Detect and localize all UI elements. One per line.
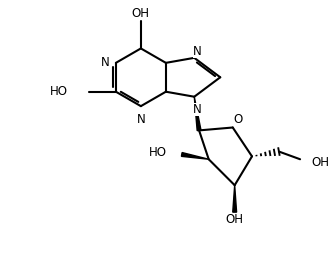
Text: HO: HO: [50, 85, 68, 98]
Polygon shape: [181, 153, 209, 159]
Text: N: N: [193, 45, 202, 58]
Text: N: N: [100, 56, 109, 69]
Polygon shape: [194, 97, 201, 131]
Text: N: N: [193, 103, 202, 116]
Text: N: N: [136, 113, 145, 126]
Text: HO: HO: [148, 146, 166, 159]
Text: OH: OH: [132, 7, 150, 20]
Text: O: O: [233, 113, 242, 126]
Text: OH: OH: [312, 156, 330, 169]
Polygon shape: [233, 185, 237, 212]
Text: OH: OH: [226, 213, 244, 226]
